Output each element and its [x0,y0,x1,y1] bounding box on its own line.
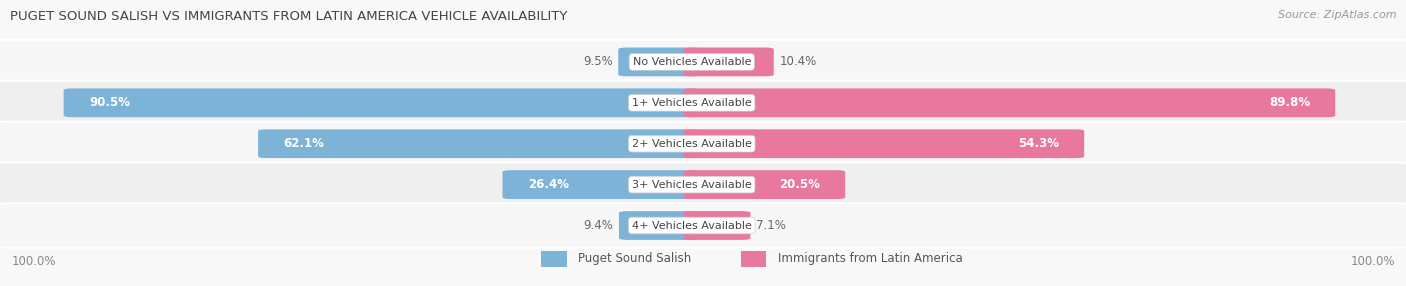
Text: Immigrants from Latin America: Immigrants from Latin America [778,252,962,265]
Text: PUGET SOUND SALISH VS IMMIGRANTS FROM LATIN AMERICA VEHICLE AVAILABILITY: PUGET SOUND SALISH VS IMMIGRANTS FROM LA… [10,10,567,23]
Text: 10.4%: 10.4% [779,55,817,68]
Text: No Vehicles Available: No Vehicles Available [633,57,751,67]
Text: 7.1%: 7.1% [756,219,786,232]
FancyBboxPatch shape [683,170,845,199]
FancyBboxPatch shape [619,211,700,240]
FancyBboxPatch shape [683,47,773,76]
FancyBboxPatch shape [741,251,766,267]
Text: 9.5%: 9.5% [583,55,613,68]
FancyBboxPatch shape [63,88,700,117]
FancyBboxPatch shape [0,40,1406,84]
FancyBboxPatch shape [683,129,1084,158]
Text: 100.0%: 100.0% [1350,255,1395,267]
FancyBboxPatch shape [683,211,751,240]
Text: Puget Sound Salish: Puget Sound Salish [578,252,692,265]
Text: 62.1%: 62.1% [284,137,325,150]
FancyBboxPatch shape [541,251,567,267]
FancyBboxPatch shape [502,170,700,199]
Text: 89.8%: 89.8% [1268,96,1310,109]
FancyBboxPatch shape [259,129,700,158]
Text: 20.5%: 20.5% [779,178,820,191]
FancyBboxPatch shape [0,81,1406,125]
Text: 2+ Vehicles Available: 2+ Vehicles Available [631,139,752,149]
FancyBboxPatch shape [619,47,700,76]
FancyBboxPatch shape [683,88,1336,117]
Text: Source: ZipAtlas.com: Source: ZipAtlas.com [1278,10,1396,20]
Text: 4+ Vehicles Available: 4+ Vehicles Available [631,221,752,231]
FancyBboxPatch shape [0,122,1406,166]
Text: 26.4%: 26.4% [527,178,569,191]
Text: 9.4%: 9.4% [583,219,613,232]
Text: 90.5%: 90.5% [89,96,129,109]
Text: 3+ Vehicles Available: 3+ Vehicles Available [631,180,752,190]
Text: 100.0%: 100.0% [11,255,56,267]
Text: 1+ Vehicles Available: 1+ Vehicles Available [631,98,752,108]
FancyBboxPatch shape [0,203,1406,248]
FancyBboxPatch shape [0,162,1406,207]
Text: 54.3%: 54.3% [1018,137,1059,150]
